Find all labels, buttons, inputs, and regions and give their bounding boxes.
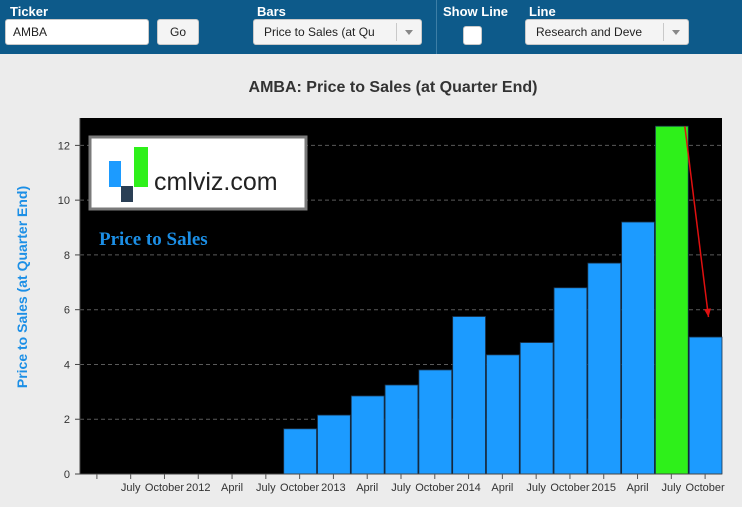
bar: [553, 287, 588, 475]
x-tick-label: 2014: [456, 482, 480, 494]
y-tick-label: 8: [64, 250, 70, 262]
x-tick-label: 2013: [321, 482, 345, 494]
ticker-input[interactable]: AMBA: [5, 19, 149, 45]
x-tick-label: July: [526, 482, 546, 494]
logo-dark-block-icon: [121, 186, 133, 202]
bar: [384, 384, 419, 475]
x-tick-label: 2015: [591, 482, 615, 494]
x-tick-label: April: [627, 482, 649, 494]
x-tick-label: October: [145, 482, 184, 494]
y-tick-label: 12: [58, 140, 70, 152]
x-tick-label: April: [221, 482, 243, 494]
line-label: Line: [529, 4, 556, 19]
line-select[interactable]: Research and Deve: [525, 19, 689, 45]
bar: [486, 354, 520, 475]
arrow-head: [703, 308, 711, 318]
x-axis: July October 2012 April July October 2013 April…: [80, 473, 725, 494]
bars-select-value: Price to Sales (at Qu: [264, 25, 375, 39]
bar: [350, 395, 385, 475]
bar: [621, 221, 655, 475]
x-tick-label: October: [686, 482, 725, 494]
toolbar-divider: [436, 0, 437, 54]
bars-label: Bars: [257, 4, 286, 19]
y-tick-label: 0: [64, 469, 70, 481]
x-tick-label: 2012: [186, 482, 210, 494]
toolbar: Ticker AMBA Go Bars Price to Sales (at Q…: [0, 0, 742, 54]
y-tick-label: 4: [64, 359, 70, 371]
trend-arrow: [684, 126, 711, 318]
y-tick-label: 6: [64, 305, 70, 317]
x-tick-label: July: [121, 482, 141, 494]
line-select-value: Research and Deve: [536, 25, 643, 39]
ticker-label: Ticker: [10, 4, 49, 19]
x-tick-label: July: [662, 482, 682, 494]
go-button[interactable]: Go: [157, 19, 199, 45]
bar: [283, 428, 317, 475]
x-tick-label: April: [356, 482, 378, 494]
x-tick-label: July: [391, 482, 411, 494]
y-tick-label: 10: [58, 195, 70, 207]
x-tick-label: October: [550, 482, 589, 494]
bars-select[interactable]: Price to Sales (at Qu: [253, 19, 422, 45]
bar: [688, 336, 723, 475]
logo-blue-block-icon: [109, 161, 121, 187]
y-axis: 0 2 4 6 8 10 12: [58, 118, 81, 481]
bar: [587, 262, 622, 475]
x-tick-label: July: [256, 482, 276, 494]
arrow-line: [684, 126, 710, 318]
bars: [283, 125, 723, 475]
logo-text: cmlviz.com: [154, 168, 278, 196]
bar: [418, 369, 453, 475]
cmlviz-logo: cmlviz.com: [88, 135, 308, 211]
x-tick-label: April: [491, 482, 513, 494]
x-tick-label: October: [280, 482, 319, 494]
show-line-label: Show Line: [443, 4, 508, 19]
chevron-down-icon: [396, 23, 421, 41]
bar: [317, 414, 351, 475]
chart-title: AMBA: Price to Sales (at Quarter End): [249, 79, 538, 96]
bar: [452, 316, 486, 475]
y-tick-label: 2: [64, 414, 70, 426]
bar: [655, 125, 689, 475]
logo-green-block-icon: [134, 147, 148, 187]
chevron-down-icon: [663, 23, 688, 41]
y-axis-label: Price to Sales (at Quarter End): [14, 186, 30, 388]
overlay-label: Price to Sales: [99, 229, 208, 250]
x-tick-label: October: [415, 482, 454, 494]
bar: [519, 342, 554, 475]
show-line-checkbox[interactable]: [463, 26, 482, 45]
